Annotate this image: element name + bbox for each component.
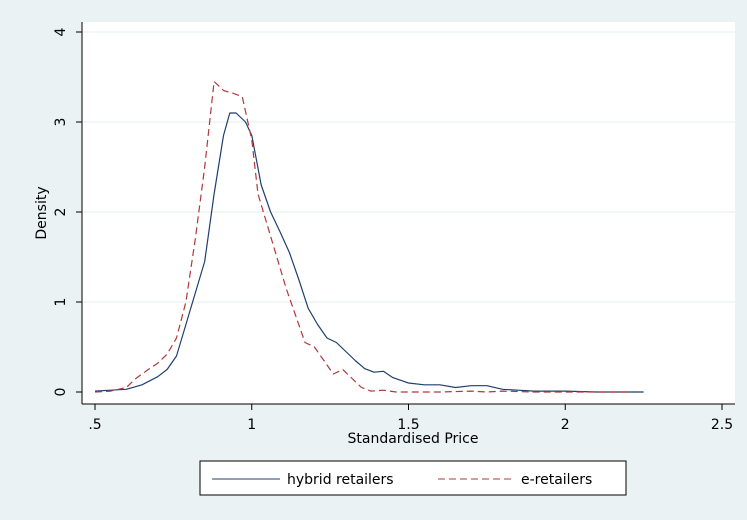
plot-area <box>82 22 735 404</box>
legend-label-hybrid-retailers: hybrid retailers <box>287 472 394 488</box>
x-tick-label: 2.5 <box>711 417 733 433</box>
x-tick-label: .5 <box>88 417 101 433</box>
y-axis-ticks: 0 1 2 3 4 <box>53 27 82 396</box>
series-line-hybrid-retailers <box>94 112 644 393</box>
y-tick-label: 1 <box>53 298 69 307</box>
x-tick-label: 1 <box>247 417 256 433</box>
x-tick-label: 2 <box>561 417 570 433</box>
gridlines <box>83 31 735 303</box>
series-line-e-retailers <box>94 80 628 393</box>
y-tick-label: 3 <box>53 118 69 127</box>
x-axis-ticks: .5 1 1.5 2 2.5 <box>88 404 733 433</box>
legend: hybrid retailers e-retailers <box>199 460 627 496</box>
x-tick-label: 1.5 <box>397 417 419 433</box>
y-tick-label: 0 <box>53 388 69 397</box>
y-axis-title: Density <box>34 186 50 239</box>
series-lines <box>94 80 644 393</box>
x-axis-title: Standardised Price <box>348 431 479 447</box>
y-tick-label: 4 <box>53 27 69 36</box>
legend-label-e-retailers: e-retailers <box>521 472 592 488</box>
legend-box <box>199 460 627 496</box>
y-tick-label: 2 <box>53 208 69 217</box>
